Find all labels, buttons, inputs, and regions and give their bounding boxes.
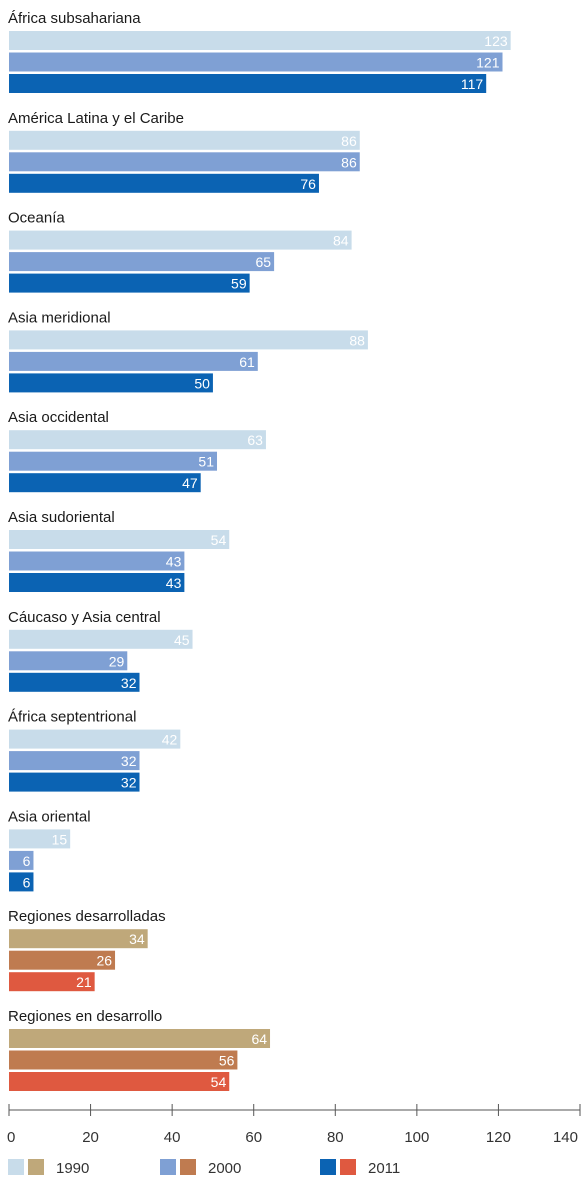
bar-value-label: 29 bbox=[109, 653, 125, 669]
x-tick-label: 20 bbox=[82, 1129, 99, 1146]
bar-value-label: 42 bbox=[162, 732, 178, 748]
bar bbox=[9, 230, 352, 250]
bar bbox=[9, 629, 193, 649]
bar-value-label: 56 bbox=[219, 1053, 235, 1069]
x-tick-label: 0 bbox=[7, 1129, 15, 1146]
category-label: África subsahariana bbox=[8, 10, 141, 27]
legend-swatch-alt bbox=[28, 1159, 44, 1175]
bar bbox=[9, 672, 140, 692]
bar-value-label: 117 bbox=[461, 76, 484, 92]
bar bbox=[9, 950, 116, 970]
bar-value-label: 65 bbox=[256, 254, 272, 270]
bar bbox=[9, 850, 34, 870]
legend-label: 2011 bbox=[368, 1160, 400, 1177]
bar-value-label: 59 bbox=[231, 276, 247, 292]
x-tick-label: 40 bbox=[164, 1129, 181, 1146]
bar-value-label: 6 bbox=[23, 853, 31, 869]
bar-value-label: 76 bbox=[300, 176, 316, 192]
bar bbox=[9, 473, 201, 493]
x-tick-label: 100 bbox=[404, 1129, 429, 1146]
legend-swatch bbox=[8, 1159, 24, 1175]
bar bbox=[9, 330, 368, 350]
legend-label: 1990 bbox=[56, 1160, 89, 1177]
bar bbox=[9, 31, 511, 50]
category-label: África septentrional bbox=[8, 709, 136, 726]
x-tick-label: 80 bbox=[327, 1129, 344, 1146]
bar-value-label: 43 bbox=[166, 554, 182, 570]
legend-swatch bbox=[320, 1159, 336, 1175]
bar-value-label: 32 bbox=[121, 753, 137, 769]
bar bbox=[9, 173, 319, 193]
bar-value-label: 43 bbox=[166, 575, 182, 591]
category-label: Asia meridional bbox=[8, 309, 111, 326]
bar bbox=[9, 1050, 238, 1070]
bar-value-label: 6 bbox=[23, 874, 31, 890]
bar-value-label: 63 bbox=[247, 432, 263, 448]
bar bbox=[9, 351, 258, 371]
bar bbox=[9, 729, 181, 749]
bar-value-label: 32 bbox=[121, 675, 137, 691]
legend-swatch-alt bbox=[180, 1159, 196, 1175]
bar bbox=[9, 772, 140, 792]
bar bbox=[9, 152, 360, 172]
bar-value-label: 21 bbox=[76, 974, 92, 990]
bar bbox=[9, 551, 185, 571]
bar bbox=[9, 451, 218, 471]
bar-value-label: 26 bbox=[96, 953, 112, 969]
bar-value-label: 45 bbox=[174, 632, 190, 648]
x-tick-label: 140 bbox=[553, 1129, 578, 1146]
category-label: Asia oriental bbox=[8, 808, 91, 825]
bar-value-label: 47 bbox=[182, 475, 198, 491]
category-label: Regiones desarrolladas bbox=[8, 908, 166, 925]
x-tick-label: 120 bbox=[486, 1129, 511, 1146]
bar-value-label: 32 bbox=[121, 775, 137, 791]
category-label: Regiones en desarrollo bbox=[8, 1008, 162, 1025]
bar bbox=[9, 130, 360, 150]
bar bbox=[9, 929, 148, 949]
category-label: Oceanía bbox=[8, 210, 65, 227]
bar-value-label: 86 bbox=[341, 133, 357, 149]
bar bbox=[9, 52, 503, 72]
bar bbox=[9, 573, 185, 592]
bar bbox=[9, 1029, 271, 1048]
category-label: América Latina y el Caribe bbox=[8, 110, 184, 127]
bar bbox=[9, 273, 250, 293]
bar-value-label: 15 bbox=[52, 831, 68, 847]
bar bbox=[9, 829, 71, 849]
bar bbox=[9, 651, 128, 671]
bar-value-label: 121 bbox=[476, 55, 500, 71]
legend-swatch-alt bbox=[340, 1159, 356, 1175]
bar bbox=[9, 430, 266, 450]
bar bbox=[9, 74, 487, 93]
bar bbox=[9, 751, 140, 771]
bar-value-label: 84 bbox=[333, 233, 349, 249]
bar bbox=[9, 1072, 230, 1091]
category-label: Asia sudoriental bbox=[8, 509, 115, 526]
bar-value-label: 64 bbox=[251, 1031, 267, 1047]
bar-value-label: 86 bbox=[341, 154, 357, 170]
bar bbox=[9, 530, 230, 549]
legend-label: 2000 bbox=[208, 1160, 241, 1177]
bar-value-label: 61 bbox=[239, 354, 255, 370]
bar-value-label: 50 bbox=[194, 375, 210, 391]
legend-swatch bbox=[160, 1159, 176, 1175]
x-tick-label: 60 bbox=[245, 1129, 262, 1146]
bar bbox=[9, 972, 95, 992]
bar-value-label: 54 bbox=[211, 1074, 227, 1090]
bar bbox=[9, 252, 275, 272]
bar-value-label: 51 bbox=[198, 454, 214, 470]
bar-value-label: 54 bbox=[211, 532, 227, 548]
bar-value-label: 34 bbox=[129, 931, 145, 947]
category-label: Asia occidental bbox=[8, 409, 109, 426]
bar bbox=[9, 872, 34, 892]
category-label: Cáucaso y Asia central bbox=[8, 609, 161, 626]
bar-value-label: 123 bbox=[484, 33, 508, 49]
bar bbox=[9, 373, 213, 393]
bar-value-label: 88 bbox=[349, 332, 365, 348]
